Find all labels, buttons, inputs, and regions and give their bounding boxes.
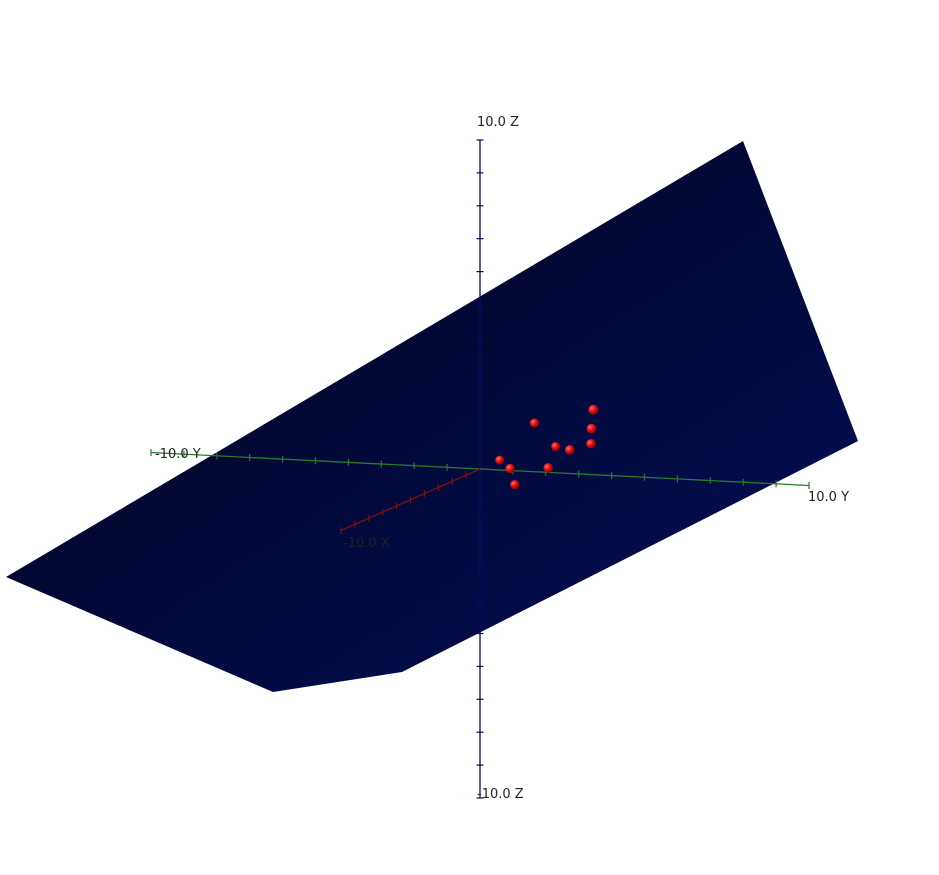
z-axis-min-label: -10.0 Z (477, 787, 524, 802)
data-point-sphere (588, 404, 599, 415)
data-point-sphere (495, 455, 505, 465)
data-point-sphere (505, 463, 515, 474)
data-point-sphere (586, 423, 597, 434)
data-point-sphere (565, 445, 575, 455)
z-axis-max-label: 10.0 Z (477, 115, 519, 130)
data-point-sphere (510, 480, 520, 490)
data-point-sphere (529, 418, 540, 428)
x-axis-min-label: -10.0 X (343, 536, 390, 551)
y-axis-min-label: -10.0 Y (155, 447, 201, 462)
data-point-sphere (586, 438, 596, 449)
y-axis-max-label: 10.0 Y (808, 490, 849, 505)
fitted-plane (6, 141, 858, 692)
data-point-sphere (543, 463, 553, 473)
data-point-sphere (551, 441, 561, 451)
